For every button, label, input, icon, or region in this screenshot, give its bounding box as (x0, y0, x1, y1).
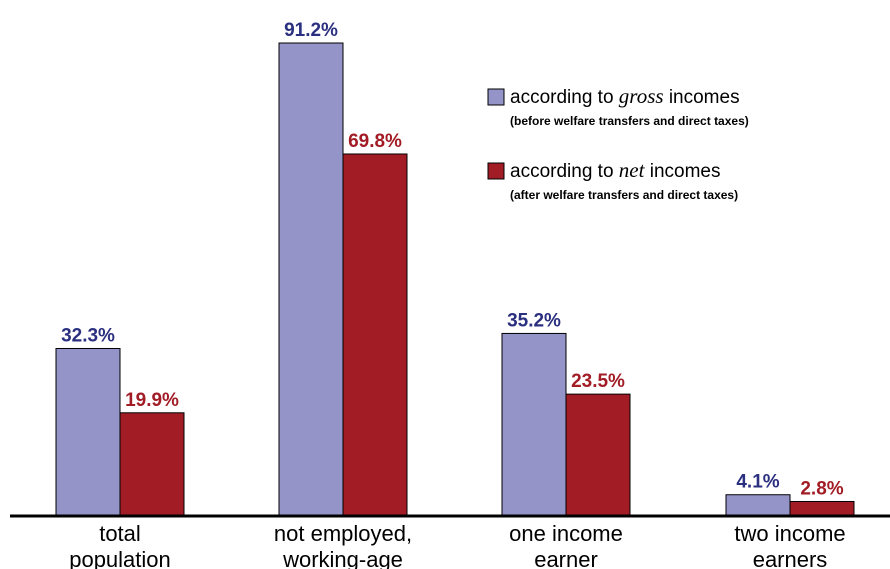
bar-gross-total-population (55, 347, 121, 517)
legend-swatch-net (487, 162, 505, 180)
bars-group (55, 42, 855, 517)
bar-gross-not-employed-working-age (278, 42, 344, 517)
category-labels-group: total population not employed, working-age o… (69, 521, 845, 569)
value-label-gross-one-income-earner: 35.2% (507, 310, 561, 331)
value-label-net-not-employed-working-age: 69.8% (348, 131, 402, 152)
legend-note-net: (after welfare transfers and direct taxe… (510, 188, 738, 202)
value-labels-group: 32.3% 19.9% 91.2% 69.8% 35.2% 23.5% 4.1% 2.8% (61, 20, 844, 499)
value-label-gross-total-population: 32.3% (61, 325, 115, 346)
category-label-one-income-earner: one income earner (509, 521, 623, 569)
legend-note-gross: (before welfare transfers and direct tax… (510, 114, 749, 128)
bar-net-one-income-earner (565, 393, 631, 517)
bar-net-total-population (119, 412, 185, 517)
category-label-total-population: total population (69, 521, 171, 569)
bar-net-two-income-earners (789, 500, 855, 517)
value-label-gross-two-income-earners: 4.1% (736, 472, 779, 493)
bar-gross-two-income-earners (725, 494, 791, 517)
value-label-net-total-population: 19.9% (125, 390, 179, 411)
category-label-two-income-earners: two income earners (734, 521, 845, 569)
category-label-not-employed-working-age: not employed, working-age (274, 521, 412, 569)
legend-label-net: according to net incomes (510, 158, 720, 182)
legend: according to gross incomes (before welfar… (487, 84, 749, 202)
legend-swatch-gross (487, 88, 505, 106)
bar-net-not-employed-working-age (342, 153, 408, 517)
value-label-net-one-income-earner: 23.5% (571, 371, 625, 392)
value-label-net-two-income-earners: 2.8% (800, 478, 843, 499)
value-label-gross-not-employed-working-age: 91.2% (284, 20, 338, 41)
bar-gross-one-income-earner (501, 332, 567, 517)
legend-label-gross: according to gross incomes (510, 84, 740, 108)
